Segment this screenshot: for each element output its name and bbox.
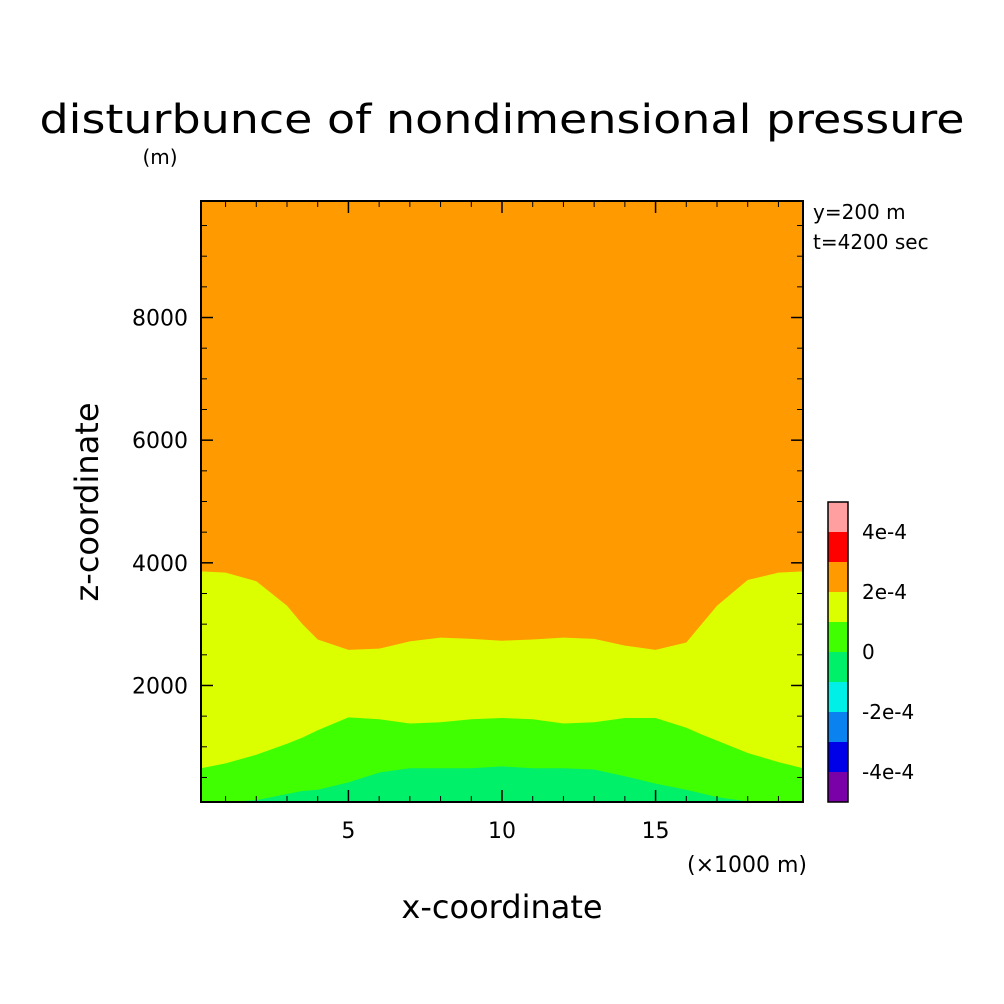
y-tick-label: 2000 bbox=[132, 674, 188, 699]
colorbar-swatch bbox=[828, 502, 848, 532]
colorbar-labels: -4e-4 -2e-4 0 2e-4 4e-4 bbox=[862, 520, 914, 784]
colorbar bbox=[827, 501, 849, 803]
colorbar-tick-label: 2e-4 bbox=[862, 580, 907, 604]
annotation-y: y=200 m bbox=[813, 200, 906, 224]
chart-title: disturbunce of nondimensional pressure bbox=[40, 97, 965, 143]
y-unit-label: (m) bbox=[142, 145, 177, 169]
colorbar-swatch bbox=[828, 682, 848, 712]
colorbar-tick-label: 0 bbox=[862, 640, 875, 664]
x-tick-label: 5 bbox=[341, 819, 355, 844]
region-below-0 bbox=[201, 766, 803, 802]
colorbar-swatch bbox=[828, 592, 848, 622]
colorbar-swatch bbox=[828, 562, 848, 592]
x-axis-label: x-coordinate bbox=[401, 888, 602, 926]
colorbar-swatch bbox=[828, 532, 848, 562]
minor-ticks bbox=[201, 201, 803, 802]
colorbar-frame bbox=[827, 501, 849, 803]
annotation-t: t=4200 sec bbox=[813, 230, 929, 254]
y-tick-labels: 2000 4000 6000 8000 bbox=[132, 307, 188, 700]
y-tick-label: 6000 bbox=[132, 429, 188, 454]
region-0-to-1e-4 bbox=[201, 717, 803, 802]
colorbar-tick-label: 4e-4 bbox=[862, 520, 907, 544]
y-tick-label: 8000 bbox=[132, 307, 188, 332]
colorbar-swatch bbox=[828, 652, 848, 682]
colorbar-swatch bbox=[828, 622, 848, 652]
colorbar-swatch bbox=[828, 712, 848, 742]
major-ticks bbox=[201, 201, 803, 802]
y-axis-label: z-coordinate bbox=[68, 402, 106, 601]
x-unit-label: (×1000 m) bbox=[687, 853, 807, 878]
colorbar-tick-label: -2e-4 bbox=[862, 700, 914, 724]
y-tick-label: 4000 bbox=[132, 552, 188, 577]
contour-regions bbox=[201, 201, 803, 802]
colorbar-swatch bbox=[828, 742, 848, 772]
colorbar-swatch bbox=[828, 772, 848, 802]
x-tick-label: 15 bbox=[642, 819, 670, 844]
x-tick-label: 10 bbox=[488, 819, 516, 844]
colorbar-tick-label: -4e-4 bbox=[862, 760, 914, 784]
x-tick-labels: 5 10 15 bbox=[341, 819, 669, 844]
